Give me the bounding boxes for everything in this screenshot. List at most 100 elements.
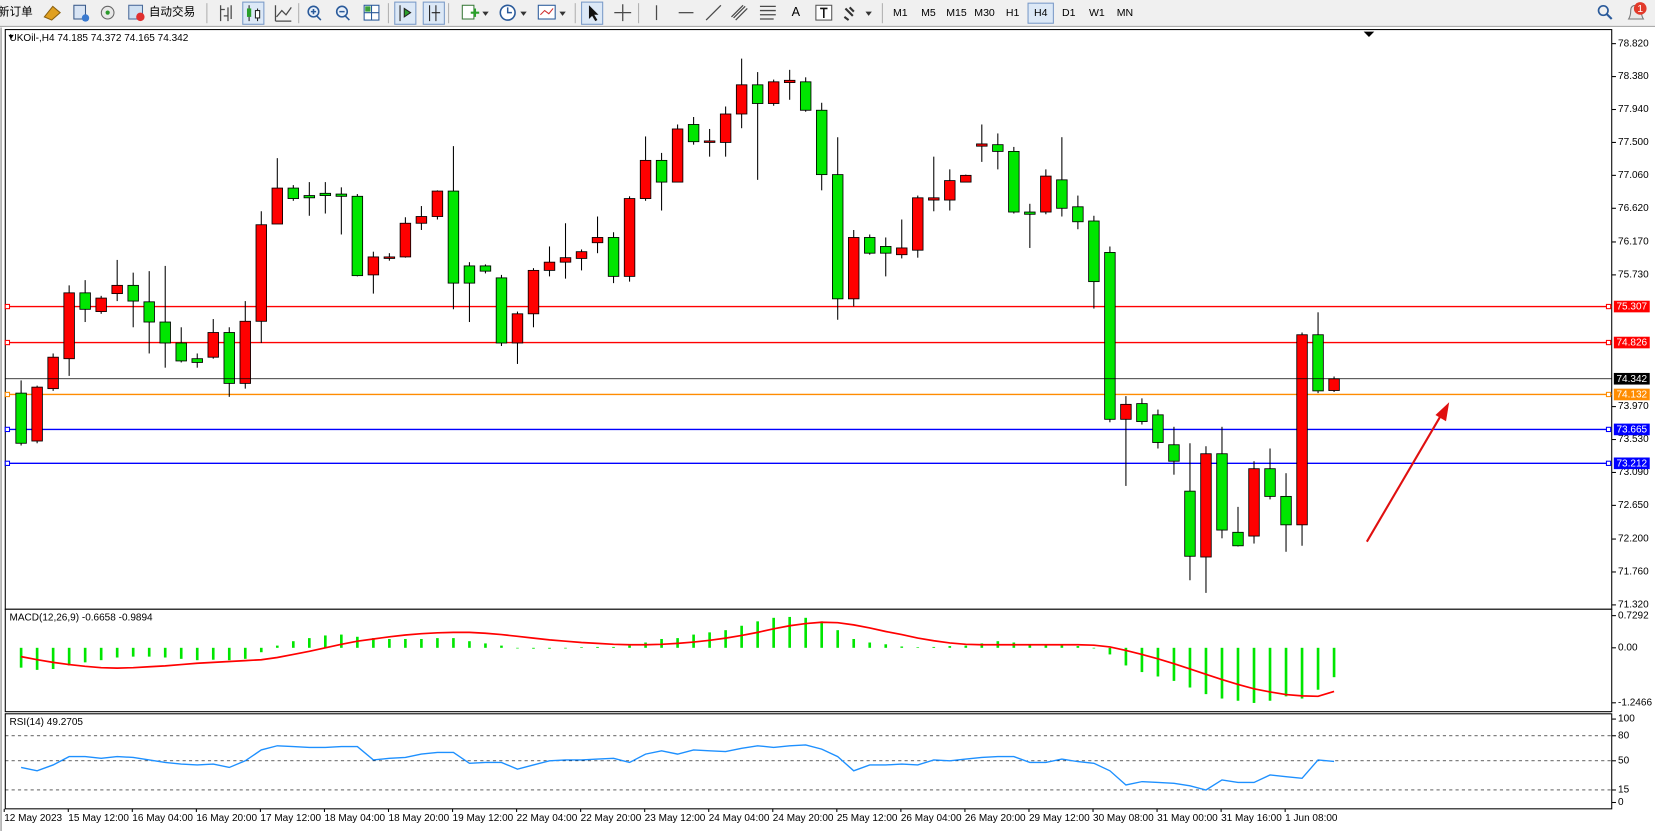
macd-bar: [115, 647, 119, 658]
level-handle: [1605, 426, 1612, 433]
macd-bar: [772, 617, 775, 648]
candle-body: [1248, 468, 1260, 537]
x-tick-label: 17 May 12:00: [260, 813, 321, 824]
macd-bar: [596, 646, 599, 648]
annotation-arrow: [1365, 413, 1443, 543]
y-tick-label: 73.970: [1618, 401, 1649, 412]
icon-shape: [136, 12, 145, 22]
trendline-button[interactable]: [705, 4, 722, 21]
candle-body: [896, 247, 908, 256]
candle-body: [511, 313, 524, 344]
candle-body: [1008, 150, 1020, 213]
timeframe-label: M1: [893, 7, 908, 19]
toolbar-icon[interactable]: [274, 5, 292, 22]
arrows-button[interactable]: [843, 6, 872, 21]
label-button[interactable]: [815, 4, 833, 21]
level-label: 73.665: [1616, 425, 1647, 436]
candle-body: [495, 277, 508, 344]
periods-button[interactable]: [499, 4, 527, 21]
search-button[interactable]: [1597, 4, 1613, 20]
toolbar-icon[interactable]: [219, 5, 232, 22]
templates-button[interactable]: [537, 4, 566, 20]
x-tick-label: 24 May 04:00: [709, 813, 770, 824]
macd-bar: [724, 630, 727, 648]
chart-shift-button[interactable]: [422, 1, 445, 25]
auto-trading-button[interactable]: 自动交易: [128, 5, 195, 22]
timeframe-label: D1: [1062, 7, 1076, 19]
timeframe-button[interactable]: H4: [1027, 2, 1054, 24]
x-tick-label: 25 May 12:00: [837, 813, 898, 824]
candle-body: [447, 190, 460, 284]
macd-bar: [1140, 647, 1144, 673]
timeframe-button[interactable]: M30: [974, 7, 995, 19]
new-order-button[interactable]: 新订单: [0, 5, 33, 19]
crosshair-button[interactable]: [614, 4, 632, 22]
zoom-in-button[interactable]: [307, 5, 322, 21]
badge: [1633, 2, 1647, 15]
level-handle: [4, 303, 11, 310]
macd-bar: [1220, 647, 1224, 699]
timeframe-button[interactable]: M15: [946, 7, 967, 19]
x-tick-label: 15 May 12:00: [68, 813, 129, 824]
candle-body: [992, 144, 1004, 152]
candle-body: [783, 79, 796, 83]
toolbar-icon[interactable]: [100, 5, 115, 20]
timeframe-button[interactable]: M1: [893, 7, 908, 19]
candle-body: [63, 292, 75, 360]
icon-shape: [1597, 4, 1609, 17]
x-tick-label: 12 May 2023: [4, 813, 62, 824]
timeframe-button[interactable]: H1: [1006, 7, 1020, 19]
x-tick-label: 22 May 04:00: [517, 813, 578, 824]
y-tick-label: 0.7292: [1618, 610, 1649, 621]
macd-bar: [580, 647, 583, 649]
y-tick-label: 100: [1618, 714, 1635, 725]
timeframe-label: MN: [1117, 7, 1133, 19]
candle-body: [207, 332, 219, 358]
timeframe-button[interactable]: M5: [921, 7, 936, 19]
y-tick-label: 72.650: [1618, 500, 1649, 511]
cursor-button[interactable]: [581, 1, 604, 25]
level-label-bg: [1613, 457, 1650, 470]
icon-shape: [399, 5, 412, 22]
level-label-bg: [1613, 336, 1650, 349]
macd-bar: [420, 638, 423, 648]
autoscroll-button[interactable]: [394, 1, 417, 25]
timeframe-button[interactable]: MN: [1117, 7, 1133, 19]
notifications-button[interactable]: 1: [1627, 2, 1647, 20]
macd-bar: [195, 647, 199, 661]
candle-body: [543, 261, 556, 271]
candle-body: [1120, 403, 1132, 420]
icon-shape: [365, 6, 371, 12]
macd-bar: [500, 645, 503, 648]
candle-body: [335, 193, 348, 197]
macd-bar: [484, 643, 487, 648]
chart-shift-marker: [1363, 31, 1375, 37]
zoom-out-button[interactable]: [335, 5, 350, 21]
pane-header: RSI(14) 49.2705: [9, 717, 83, 728]
tile-button[interactable]: [363, 4, 380, 21]
candle-body: [287, 187, 300, 199]
y-tick-label: 78.380: [1618, 71, 1649, 82]
macd-bar: [211, 647, 215, 660]
header-part: -0.6658: [82, 612, 116, 623]
candle-body: [767, 81, 780, 104]
timeframe-button[interactable]: W1: [1089, 7, 1105, 19]
candle-body: [479, 265, 492, 272]
candle-body: [399, 222, 412, 258]
indicators-button[interactable]: [461, 4, 489, 20]
macd-bar: [227, 647, 231, 661]
y-tick-label: 0.00: [1618, 642, 1638, 653]
text-button[interactable]: A: [792, 5, 801, 19]
fibo-button[interactable]: [759, 5, 776, 20]
level-label: 75.307: [1616, 302, 1647, 313]
timeframe-button[interactable]: D1: [1062, 7, 1076, 19]
x-tick-label: 31 May 16:00: [1221, 813, 1282, 824]
y-tick-label: 0: [1618, 797, 1624, 808]
macd-bar: [1108, 647, 1112, 655]
toolbar-icon[interactable]: [73, 4, 90, 22]
macd-bar: [147, 647, 151, 657]
candle-body: [143, 301, 155, 323]
channel-button[interactable]: [731, 4, 748, 21]
toolbar-icon[interactable]: [43, 5, 61, 21]
toolbar-icon[interactable]: [242, 1, 265, 25]
